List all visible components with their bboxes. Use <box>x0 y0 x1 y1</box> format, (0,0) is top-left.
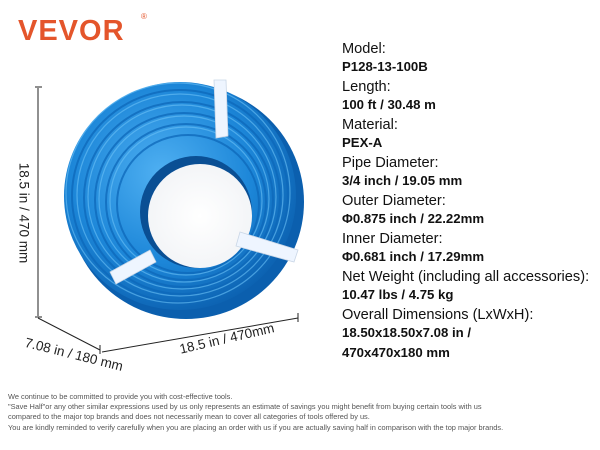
depth-dimension-line <box>37 317 101 351</box>
spec-label: Pipe Diameter: <box>342 155 439 171</box>
spec-net-weight: Net Weight (including all accessories): … <box>342 268 598 304</box>
spec-value: 10.47 lbs / 4.75 kg <box>342 287 454 302</box>
spec-value: 18.50x18.50x7.08 in / <box>342 325 472 340</box>
spec-pipe-diameter: Pipe Diameter: 3/4 inch / 19.05 mm <box>342 154 598 190</box>
spec-value: 3/4 inch / 19.05 mm <box>342 173 463 188</box>
pipe-coil-illustration <box>35 79 304 354</box>
spec-list: Model: P128-13-100B Length: 100 ft / 30.… <box>342 40 598 364</box>
disclaimer: We continue to be committed to provide y… <box>8 392 600 433</box>
spec-length: Length: 100 ft / 30.48 m <box>342 78 598 114</box>
coil-straps <box>109 79 299 285</box>
spec-value: PEX-A <box>342 135 383 150</box>
spec-label: Length: <box>342 79 391 95</box>
spec-material: Material: PEX-A <box>342 116 598 152</box>
spec-value: P128-13-100B <box>342 59 428 74</box>
disclaimer-line: compared to the major top brands and doe… <box>8 412 370 422</box>
spec-label: Outer Diameter: <box>342 193 446 209</box>
dimension-lines <box>35 86 299 354</box>
disclaimer-line: You are kindly reminded to verify carefu… <box>8 422 504 432</box>
spec-label: Net Weight (including all accessories): <box>342 269 590 285</box>
spec-inner-diameter: Inner Diameter: Φ0.681 inch / 17.29mm <box>342 230 598 266</box>
disclaimer-line: We continue to be committed to provide y… <box>8 392 233 401</box>
registered-mark: ® <box>141 12 147 21</box>
spec-value: Φ0.875 inch / 22.22mm <box>342 211 485 226</box>
spec-outer-diameter: Outer Diameter: Φ0.875 inch / 22.22mm <box>342 192 598 228</box>
spec-value: Φ0.681 inch / 17.29mm <box>342 249 485 264</box>
spec-value: 100 ft / 30.48 m <box>342 97 436 112</box>
height-dimension-label: 18.5 in / 470 mm <box>16 162 32 264</box>
disclaimer-line: "Save Half"or any other similar expressi… <box>8 402 482 412</box>
spec-label: Model: <box>342 41 386 57</box>
width-dimension-line <box>101 317 299 353</box>
spec-overall-dimensions: Overall Dimensions (LxWxH): 18.50x18.50x… <box>342 306 598 362</box>
pipe-coil <box>64 82 304 319</box>
spec-label: Overall Dimensions (LxWxH): <box>342 307 534 323</box>
spec-label: Inner Diameter: <box>342 231 443 247</box>
brand-logo: VEVOR <box>18 15 125 47</box>
spec-model: Model: P128-13-100B <box>342 40 598 76</box>
spec-label: Material: <box>342 117 398 133</box>
spec-value-continued: 470x470x180 mm <box>342 345 450 360</box>
